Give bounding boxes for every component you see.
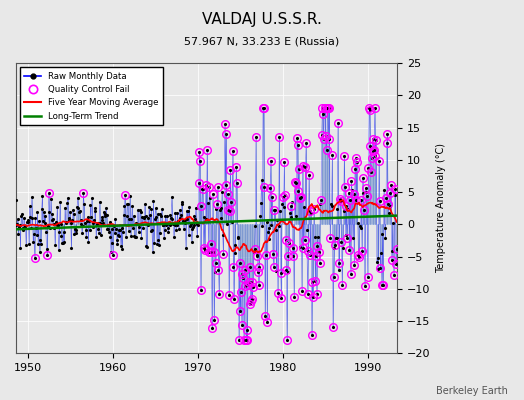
Text: Berkeley Earth: Berkeley Earth bbox=[436, 386, 508, 396]
Legend: Raw Monthly Data, Quality Control Fail, Five Year Moving Average, Long-Term Tren: Raw Monthly Data, Quality Control Fail, … bbox=[20, 67, 163, 125]
Text: 57.967 N, 33.233 E (Russia): 57.967 N, 33.233 E (Russia) bbox=[184, 36, 340, 46]
Text: VALDAJ U.S.S.R.: VALDAJ U.S.S.R. bbox=[202, 12, 322, 27]
Y-axis label: Temperature Anomaly (°C): Temperature Anomaly (°C) bbox=[436, 143, 446, 273]
